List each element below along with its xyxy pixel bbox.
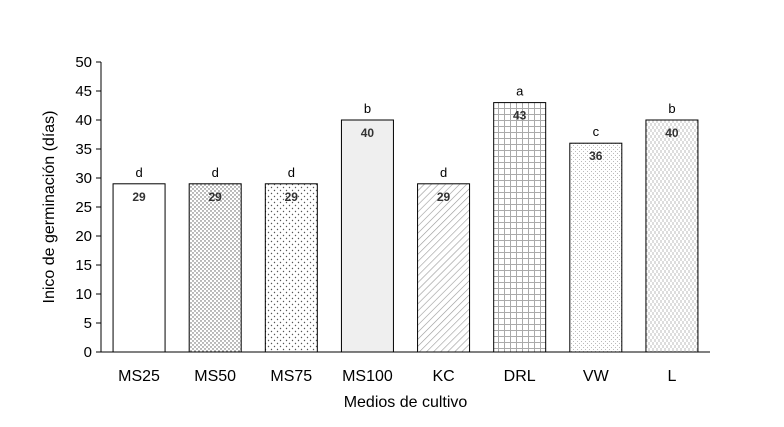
bar-ms50	[188, 183, 242, 353]
y-tick-label: 40	[75, 112, 92, 129]
y-tick-label: 30	[75, 170, 92, 187]
data-label: 29	[285, 190, 299, 204]
y-tick-label: 45	[75, 83, 92, 100]
x-tick-label: KC	[432, 368, 454, 385]
y-axis-title: Inico de germinación (días)	[41, 111, 58, 304]
significance-letter: d	[135, 165, 142, 180]
y-tick-label: 10	[75, 286, 92, 303]
significance-letter: b	[364, 101, 371, 116]
y-axis-ticks: 0 5 10 15 20 25 30 35 40 45 50	[75, 54, 101, 361]
bar-vw	[569, 142, 623, 353]
significance-letter: d	[288, 165, 295, 180]
y-tick-label: 35	[75, 141, 92, 158]
bar-ms100	[340, 119, 394, 353]
bar-kc	[417, 183, 471, 353]
data-label: 40	[665, 126, 679, 140]
significance-letter: c	[593, 124, 600, 139]
bar-l	[645, 119, 699, 353]
significance-letter: b	[668, 101, 675, 116]
x-axis-labels: MS25 MS50 MS75 MS100 KC DRL VW L	[118, 368, 676, 385]
significance-letter: d	[440, 165, 447, 180]
y-tick-label: 0	[84, 344, 92, 361]
bar-ms75	[264, 183, 318, 353]
x-tick-label: L	[667, 368, 676, 385]
x-tick-label: MS50	[194, 368, 236, 385]
data-label: 29	[209, 190, 223, 204]
x-axis-title: Medios de cultivo	[344, 394, 468, 411]
significance-letter: a	[516, 84, 524, 99]
bars: 29 d 29 d 29 d 40 b 29 d 43 a 36 c 40 b	[112, 84, 699, 353]
data-label: 43	[513, 109, 527, 123]
y-tick-label: 50	[75, 54, 92, 71]
x-tick-label: MS25	[118, 368, 160, 385]
data-label: 29	[437, 190, 451, 204]
x-tick-label: MS75	[270, 368, 312, 385]
data-label: 29	[132, 190, 146, 204]
bar-ms25	[112, 183, 166, 353]
y-tick-label: 25	[75, 199, 92, 216]
data-label: 36	[589, 149, 603, 163]
x-tick-label: VW	[583, 368, 610, 385]
data-label: 40	[361, 126, 375, 140]
x-tick-label: DRL	[504, 368, 536, 385]
x-tick-label: MS100	[342, 368, 393, 385]
y-tick-label: 5	[84, 315, 92, 332]
bar-drl	[493, 102, 547, 353]
y-tick-label: 20	[75, 228, 92, 245]
y-tick-label: 15	[75, 257, 92, 274]
significance-letter: d	[212, 165, 219, 180]
